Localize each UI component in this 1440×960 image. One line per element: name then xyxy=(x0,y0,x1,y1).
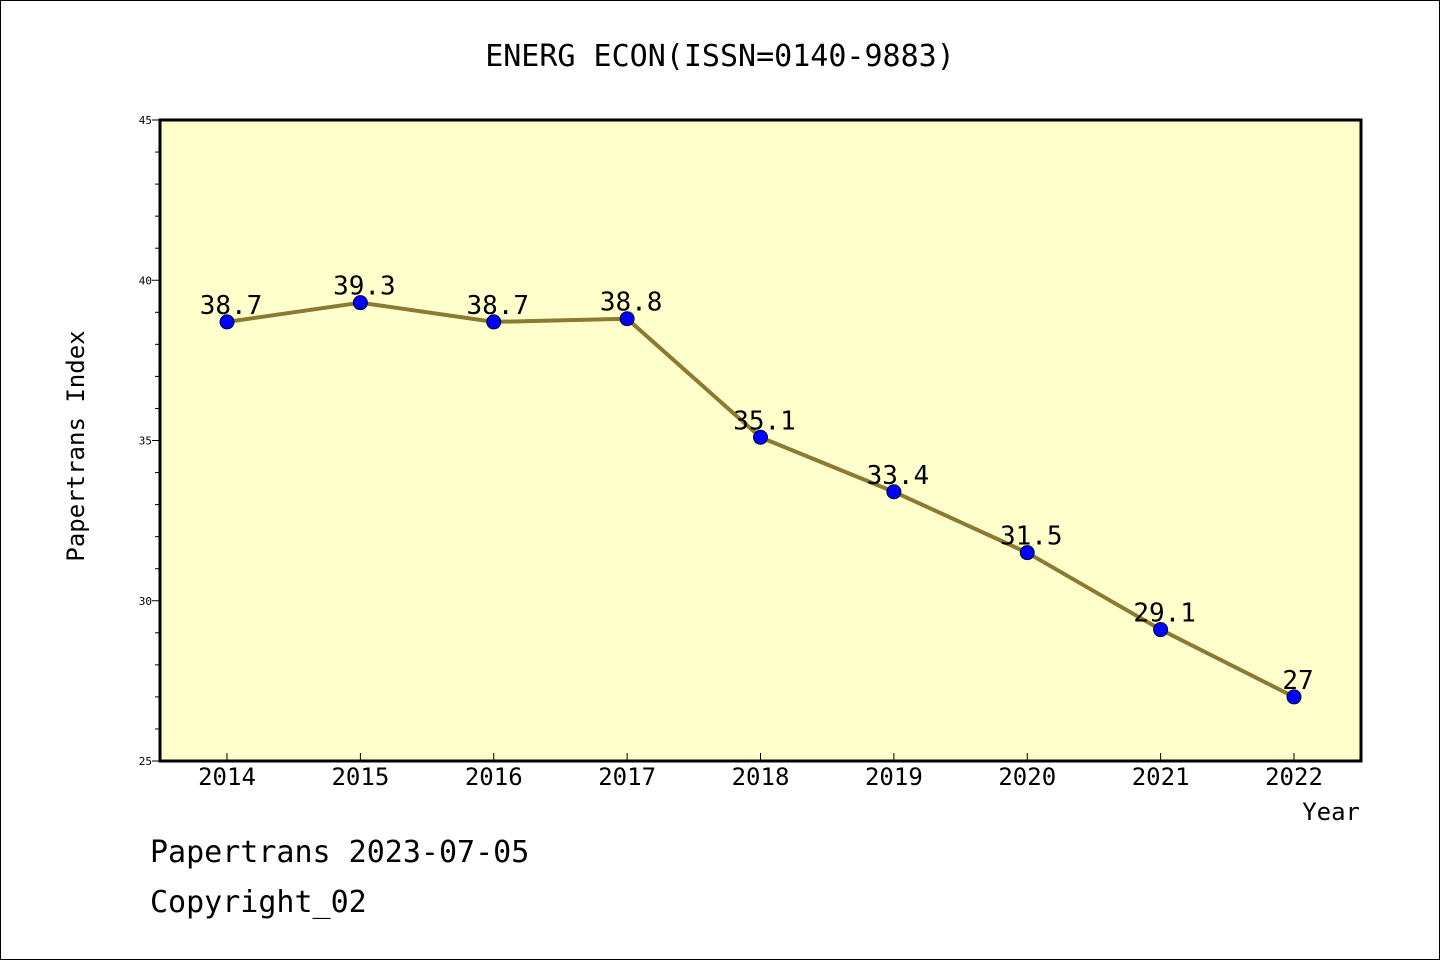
y-tick-label: 25 xyxy=(139,755,152,768)
x-tick-label: 2016 xyxy=(465,763,523,791)
series-layer: 38.7 39.3 38.7 38.8 35.1 33.4 31.5 29.1 27 xyxy=(200,272,1314,705)
y-tick-label: 45 xyxy=(139,114,152,127)
x-tick-label: 2019 xyxy=(865,763,923,791)
data-point xyxy=(1286,689,1302,705)
x-axis-label: Year xyxy=(1302,798,1360,826)
footer-date-text: Papertrans 2023-07-05 xyxy=(150,835,530,870)
data-point xyxy=(619,311,635,327)
y-axis-label: Papertrans Index xyxy=(62,330,90,561)
data-label: 33.4 xyxy=(867,461,930,491)
data-point xyxy=(753,429,768,445)
data-point xyxy=(352,295,368,311)
data-point xyxy=(886,484,902,500)
data-point xyxy=(219,314,235,330)
data-label: 29.1 xyxy=(1133,599,1196,629)
x-tick-label: 2014 xyxy=(198,763,256,791)
y-tick-label: 35 xyxy=(139,435,152,448)
data-point xyxy=(1019,545,1035,561)
x-tick-label: 2017 xyxy=(598,763,656,791)
data-label: 35.1 xyxy=(733,406,796,436)
x-tick-label: 2020 xyxy=(998,763,1056,791)
data-label: 39.3 xyxy=(333,272,396,302)
data-label: 27 xyxy=(1282,666,1313,696)
data-label: 38.7 xyxy=(200,291,263,321)
footer-copyright-text: Copyright_02 xyxy=(150,885,367,920)
x-tick-label: 2018 xyxy=(732,763,790,791)
y-axis: 25 30 35 40 45 xyxy=(139,114,160,768)
data-point xyxy=(486,314,502,330)
data-label: 31.5 xyxy=(1000,522,1063,552)
x-tick-label: 2022 xyxy=(1265,763,1323,791)
x-tick-label: 2015 xyxy=(331,763,389,791)
chart-title: ENERG ECON(ISSN=0140-9883) xyxy=(485,39,955,74)
y-tick-label: 30 xyxy=(139,595,152,608)
y-tick-label: 40 xyxy=(139,274,152,287)
x-tick-label: 2021 xyxy=(1132,763,1190,791)
x-axis: 2014 2015 2016 2017 2018 2019 2020 2021 2022 xyxy=(198,753,1323,791)
data-label: 38.8 xyxy=(600,288,663,318)
data-label: 38.7 xyxy=(466,291,529,321)
data-point xyxy=(1153,622,1169,638)
